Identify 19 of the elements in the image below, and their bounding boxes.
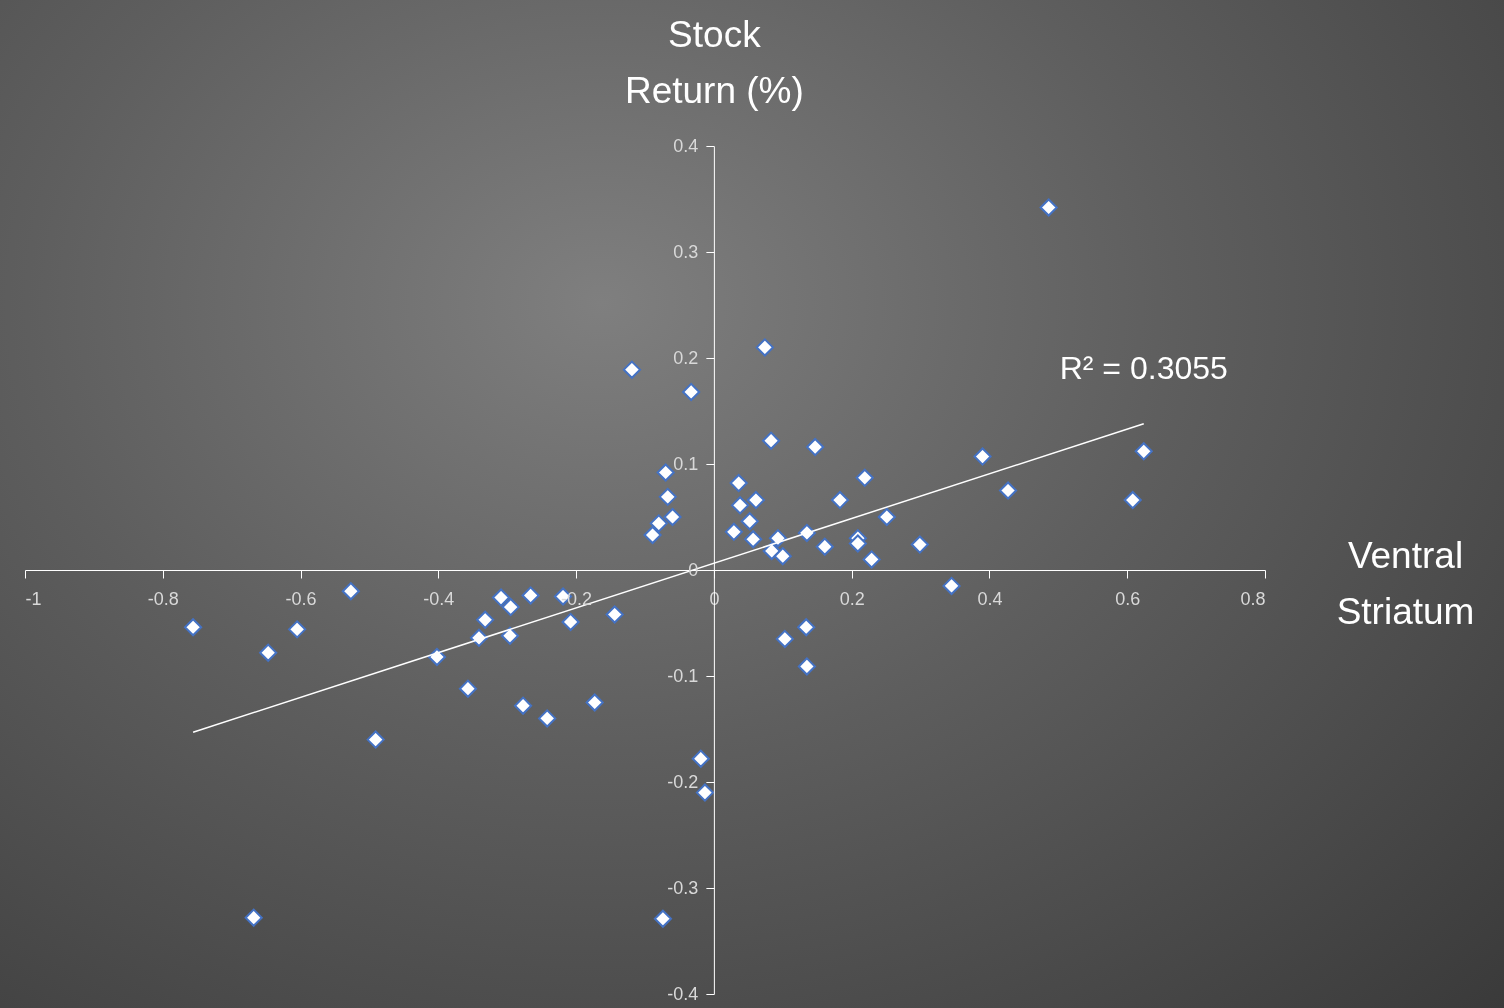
x-tick-label: -0.4 (423, 588, 455, 609)
x-tick-label: -0.8 (147, 588, 179, 609)
x-tick-label: -0.6 (285, 588, 317, 609)
y-tick-label: -0.1 (667, 665, 699, 686)
x-tick-label: 0.8 (1240, 588, 1266, 609)
x-axis-title: Ventral Striatum (1336, 534, 1475, 632)
y-tick-label: 0.1 (673, 453, 699, 474)
y-tick-label: -0.4 (667, 983, 699, 1004)
y-tick-label: 0.4 (673, 135, 699, 156)
x-tick-label: -1 (25, 588, 42, 609)
y-axis-title: Stock Return (%) (624, 13, 804, 111)
y-tick-label: -0.3 (667, 877, 699, 898)
x-tick-label: 0.2 (839, 588, 865, 609)
x-tick-label: 0.6 (1115, 588, 1141, 609)
y-tick-label: -0.2 (667, 771, 699, 792)
y-tick-label: 0.2 (673, 347, 699, 368)
x-tick-label: 0.4 (977, 588, 1003, 609)
y-tick-label: 0.3 (673, 241, 699, 262)
annotation: R² = 0.3055 (1059, 349, 1228, 386)
